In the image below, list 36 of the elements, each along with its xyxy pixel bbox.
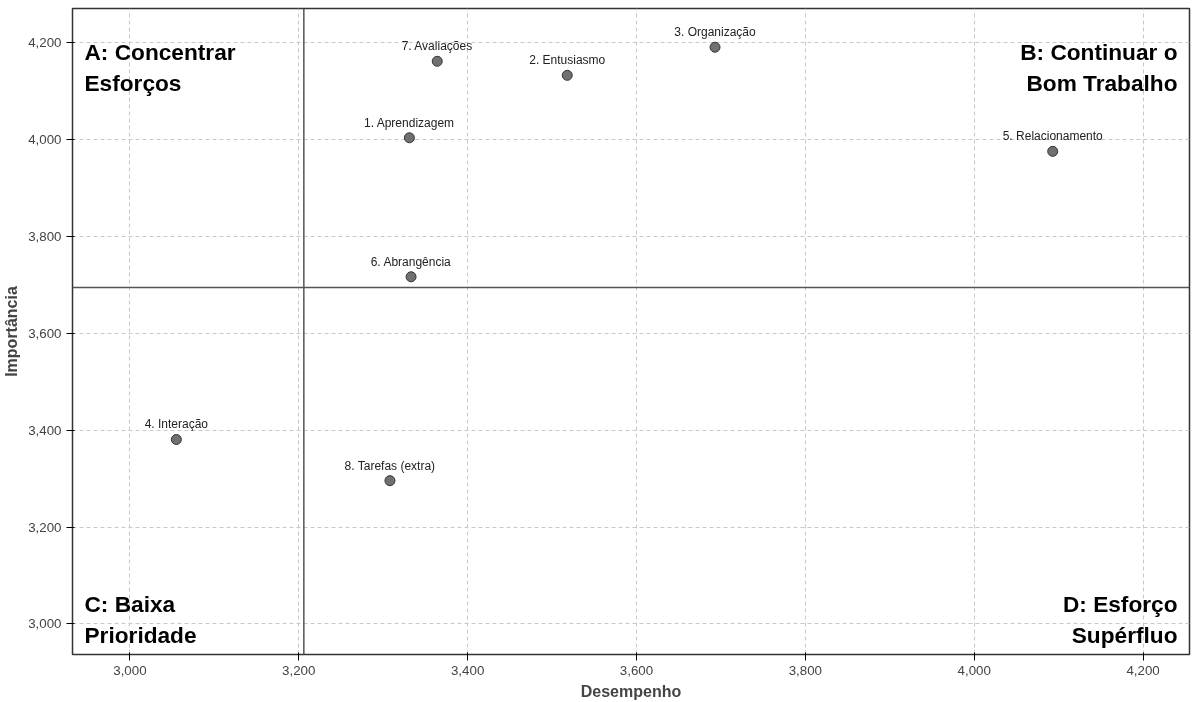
y-tick-label: 3,000 — [28, 616, 62, 632]
annotation: 5. Relacionamento — [1002, 129, 1104, 144]
annotation: 6. Abrangência — [370, 254, 452, 269]
annotation: 2. Entusiasmo — [529, 53, 606, 68]
y-tick-label: 3,400 — [28, 422, 62, 438]
annotation: B: Continuar o Bom Trabalho — [1020, 38, 1178, 96]
annotation: D: Esforço Supérfluo — [1062, 591, 1178, 649]
x-axis-title: Desempenho — [580, 682, 682, 700]
point — [403, 132, 415, 144]
point — [1047, 145, 1059, 157]
y-tick-label: 3,800 — [28, 229, 62, 245]
annotation: 7. Avaliações — [401, 39, 473, 54]
point — [405, 271, 417, 283]
x-tick-label: 3,800 — [788, 662, 823, 678]
annotation: C: Baixa Prioridade — [84, 591, 197, 649]
point — [431, 55, 443, 67]
y-axis-title: Importância — [3, 286, 21, 377]
y-tick-label: 4,200 — [28, 35, 62, 51]
x-tick-label: 4,200 — [1126, 662, 1160, 678]
y-tick-label: 3,200 — [28, 519, 62, 535]
point — [170, 434, 182, 445]
point — [561, 69, 573, 81]
annotation: 4. Interação — [144, 417, 209, 432]
point — [709, 41, 721, 53]
x-tick-label: 3,000 — [113, 662, 147, 678]
x-tick-label: 3,400 — [450, 662, 485, 678]
point — [384, 475, 396, 487]
y-tick-label: 3,600 — [28, 325, 62, 341]
y-tick-label: 4,000 — [28, 132, 62, 148]
x-tick-label: 3,600 — [619, 662, 654, 678]
x-tick-label: 4,000 — [957, 662, 991, 678]
annotation: 8. Tarefas (extra) — [344, 458, 436, 473]
annotation: 3. Organização — [674, 25, 757, 40]
annotation: A: Concentrar Esforços — [84, 38, 236, 96]
x-tick-label: 3,200 — [282, 662, 316, 678]
annotation: 1. Aprendizagem — [364, 115, 455, 130]
